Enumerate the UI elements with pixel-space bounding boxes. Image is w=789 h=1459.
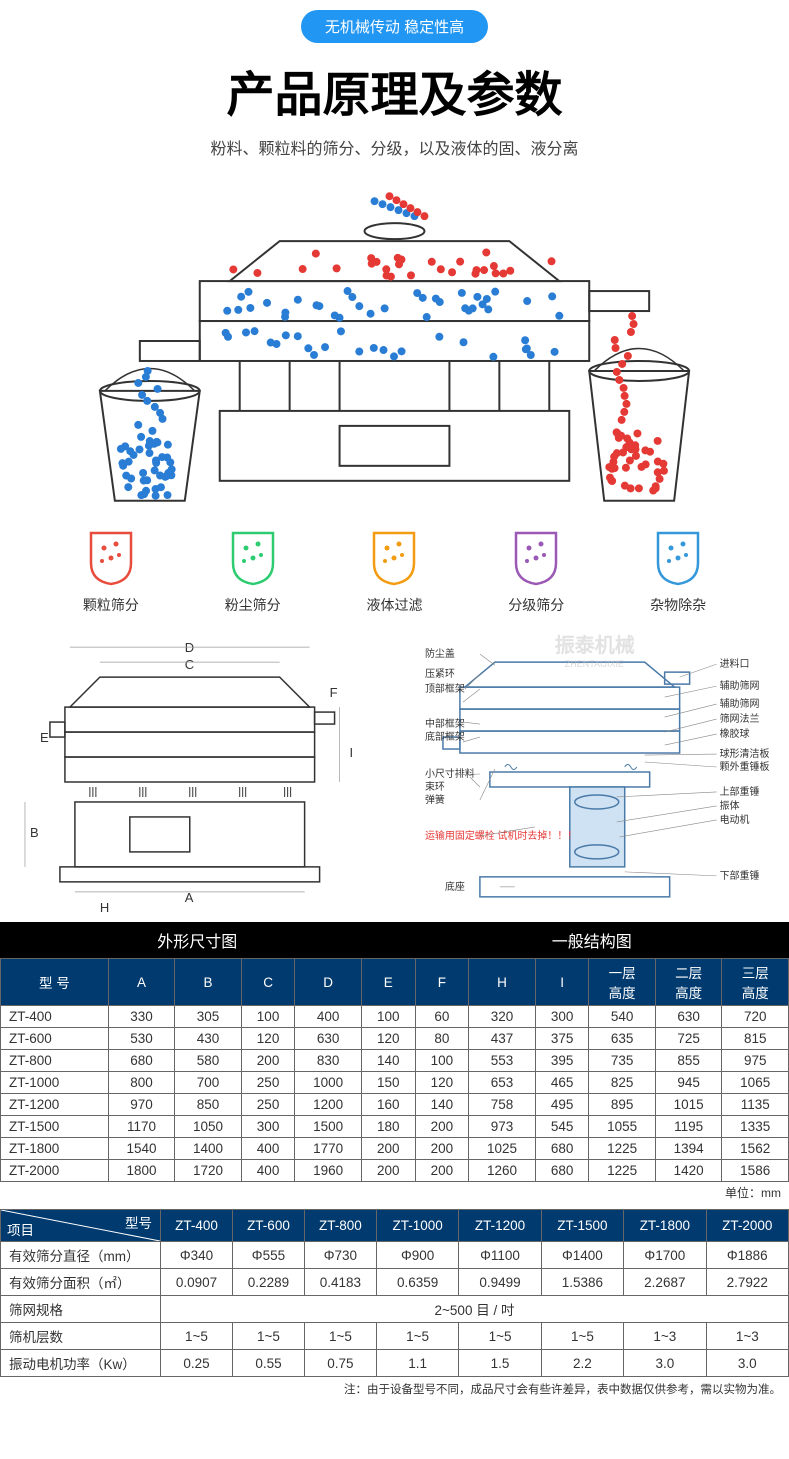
table-header: 一层高度 [589,959,655,1006]
svg-text:上部重锤: 上部重锤 [719,785,759,798]
svg-text:颗外重锤板: 颗外重锤板 [719,760,769,773]
table-header: I [535,959,589,1006]
svg-text:底部框架: 底部框架 [424,730,464,743]
function-icon: 液体过滤 [366,528,422,615]
table-header: A [108,959,174,1006]
svg-text:B: B [30,825,39,840]
function-icon: 颗粒筛分 [83,528,139,615]
table-header: E [361,959,415,1006]
table-row: ZT-40033030510040010060320300540630720 [1,1006,789,1028]
structure-drawing: 防尘盖压紧环顶部框架中部框架底部框架小尺寸排料束环弹簧运输用固定螺栓 试机时去掉… [395,627,789,917]
table-header: ZT-800 [304,1210,376,1242]
svg-text:底座: 底座 [444,880,464,893]
svg-text:I: I [350,745,354,760]
table-header: 型 号 [1,959,109,1006]
svg-text:橡胶球: 橡胶球 [719,727,749,740]
svg-text:进料口: 进料口 [719,657,749,670]
table-row: ZT-1000800700250100015012065346582594510… [1,1072,789,1094]
function-icons: 颗粒筛分 粉尘筛分 液体过滤 分级筛分 杂物除杂 [0,520,789,627]
svg-text:ZHENTAIJIXIE: ZHENTAIJIXIE [564,659,623,669]
table-header: C [241,959,295,1006]
svg-text:下部重锤: 下部重锤 [719,869,759,882]
watermark: 振泰机械 [554,633,634,657]
table-row: ZT-800680580200830140100553395735855975 [1,1050,789,1072]
table-row: 有效筛分面积（㎡）0.09070.22890.41830.63590.94991… [1,1269,789,1296]
table-header: ZT-600 [232,1210,304,1242]
table-row: 振动电机功率（Kw）0.250.550.751.11.52.23.03.0 [1,1350,789,1377]
table-header: ZT-1000 [376,1210,458,1242]
table-row: ZT-1500117010503001500180200973545105511… [1,1116,789,1138]
table-header: ZT-2000 [706,1210,788,1242]
spec-note: 注：由于设备型号不同，成品尺寸会有些许差异，表中数据仅供参考，需以实物为准。 [0,1377,789,1401]
dimension-label: 外形尺寸图 [0,922,395,958]
table-row: 有效筛分直径（mm）Φ340Φ555Φ730Φ900Φ1100Φ1400Φ170… [1,1242,789,1269]
table-header: H [469,959,535,1006]
table-header: 二层高度 [655,959,721,1006]
dimension-drawing: D C F E I B A H [0,627,395,917]
svg-text:运输用固定螺栓 试机时去掉！！！: 运输用固定螺栓 试机时去掉！！！ [424,829,576,842]
table-header: 三层高度 [722,959,789,1006]
table-header: ZT-1200 [459,1210,541,1242]
dimension-unit: 单位：mm [0,1182,789,1203]
function-icon: 杂物除杂 [650,528,706,615]
svg-text:弹簧: 弹簧 [424,793,444,806]
table-row: 筛网规格2~500 目 / 吋 [1,1296,789,1323]
svg-text:防尘盖: 防尘盖 [424,647,454,660]
svg-text:小尺寸排料: 小尺寸排料 [424,767,474,780]
table-header: ZT-1800 [624,1210,706,1242]
table-header: F [415,959,469,1006]
svg-text:振体: 振体 [719,799,739,812]
table-header: ZT-400 [161,1210,233,1242]
svg-text:H: H [100,900,109,915]
table-row: ZT-2000180017204001960200200126068012251… [1,1160,789,1182]
table-header: D [295,959,361,1006]
svg-text:辅助筛网: 辅助筛网 [719,697,759,710]
svg-text:压紧环: 压紧环 [424,668,454,680]
table-row: 筛机层数1~51~51~51~51~51~51~31~3 [1,1323,789,1350]
svg-text:C: C [185,657,194,672]
header-pill: 无机械传动 稳定性高 [301,10,488,43]
spec-table: 型号项目ZT-400ZT-600ZT-800ZT-1000ZT-1200ZT-1… [0,1209,789,1377]
svg-text:F: F [330,685,338,700]
dimension-table: 型 号ABCDEFHI一层高度二层高度三层高度 ZT-4003303051004… [0,958,789,1182]
svg-text:顶部框架: 顶部框架 [424,682,464,695]
svg-text:辅助筛网: 辅助筛网 [719,679,759,692]
svg-text:束环: 束环 [424,781,444,793]
principle-diagram [0,167,789,520]
page-title: 产品原理及参数 [0,55,789,125]
table-corner: 型号项目 [1,1210,161,1242]
function-icon: 粉尘筛分 [225,528,281,615]
table-row: ZT-1200970850250120016014075849589510151… [1,1094,789,1116]
page-subtitle: 粉料、颗粒料的筛分、分级，以及液体的固、液分离 [0,135,789,159]
svg-text:中部框架: 中部框架 [424,717,464,730]
table-row: ZT-60053043012063012080437375635725815 [1,1028,789,1050]
svg-text:筛网法兰: 筛网法兰 [719,712,759,725]
table-row: ZT-1800154014004001770200200102568012251… [1,1138,789,1160]
function-icon: 分级筛分 [508,528,564,615]
table-header: B [175,959,241,1006]
table-header: ZT-1500 [541,1210,623,1242]
structure-label: 一般结构图 [395,922,789,958]
svg-text:电动机: 电动机 [719,813,749,826]
svg-text:E: E [40,730,49,745]
svg-text:球形清洁板: 球形清洁板 [719,747,769,760]
svg-text:D: D [185,640,194,655]
